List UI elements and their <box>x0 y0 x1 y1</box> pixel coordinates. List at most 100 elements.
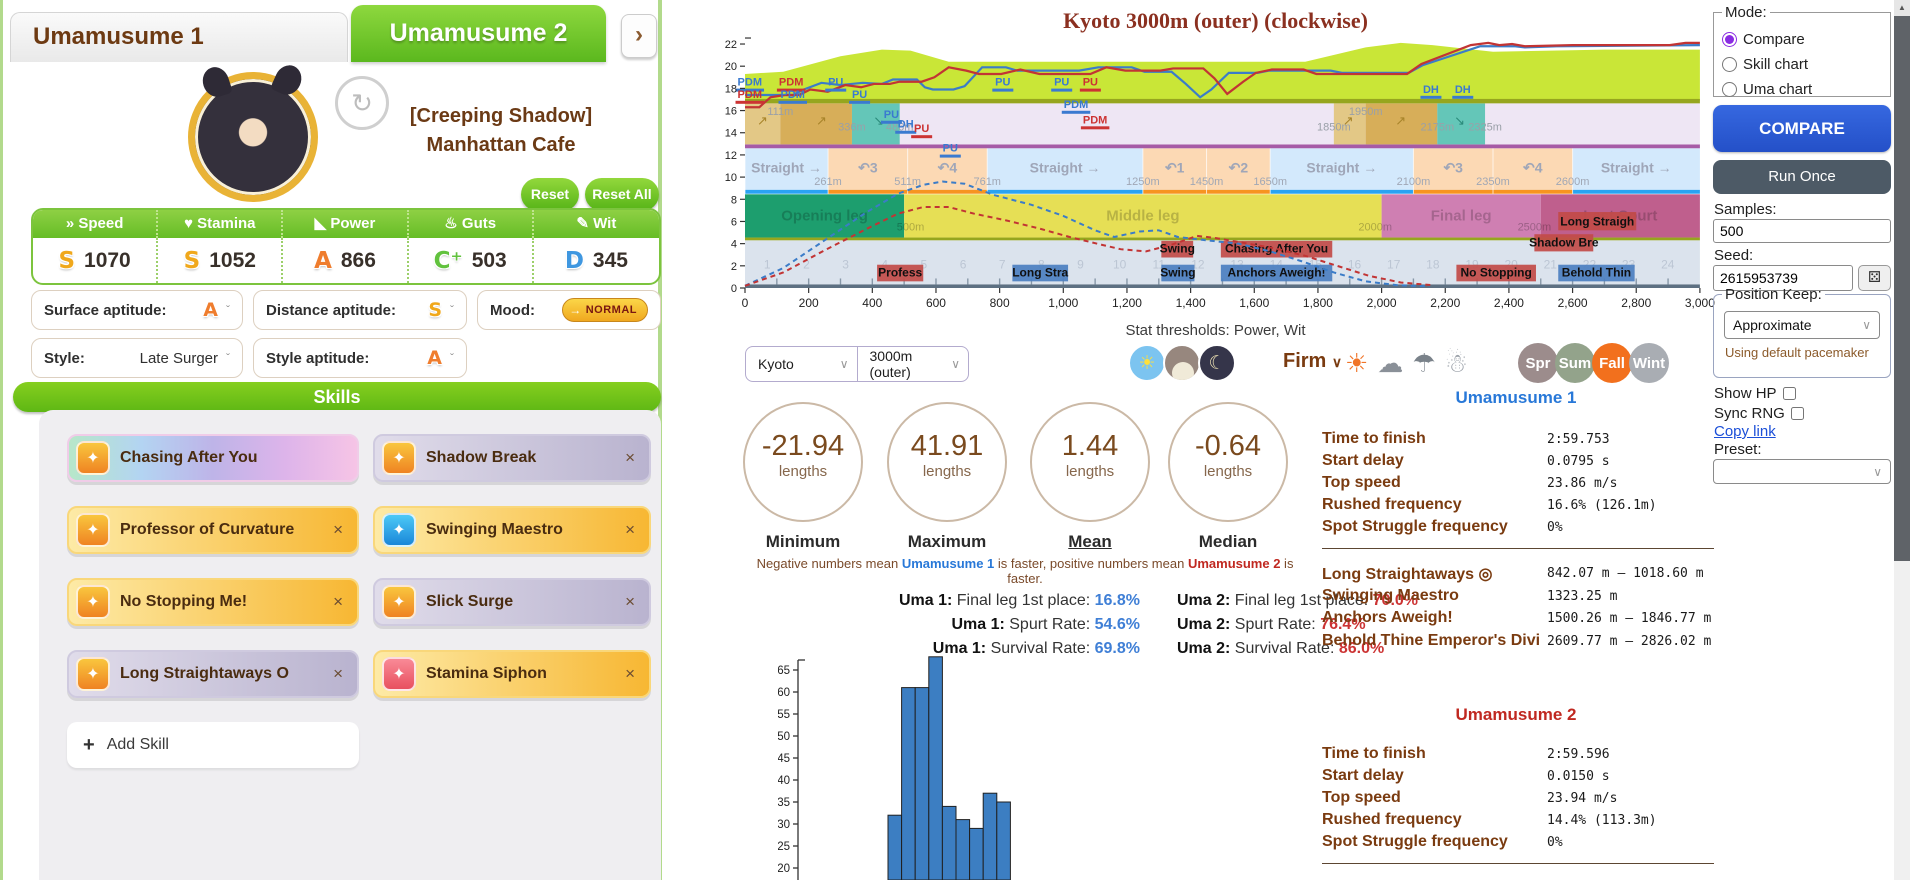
svg-text:PU: PU <box>914 123 929 135</box>
result-label: Rushed frequency <box>1322 496 1462 513</box>
season-fall[interactable]: Fall <box>1592 343 1632 383</box>
mood-select[interactable]: Mood: → NORMAL <box>477 290 661 330</box>
mode-radio[interactable] <box>1722 32 1737 47</box>
scrollbar-thumb[interactable] <box>1894 16 1910 561</box>
stat-number: 866 <box>340 248 376 272</box>
summary-circle-mean: 1.44 lengths <box>1030 402 1150 522</box>
day-icon[interactable]: ☀ <box>1128 344 1166 382</box>
scrollbar-up-arrow[interactable]: ▲ <box>1894 0 1910 16</box>
svg-text:1450m: 1450m <box>1190 176 1224 188</box>
svg-text:↶1: ↶1 <box>1164 160 1185 176</box>
show-hp-checkbox[interactable] <box>1782 386 1796 400</box>
svg-text:PDM: PDM <box>1064 99 1088 111</box>
svg-text:PU: PU <box>943 143 958 155</box>
circle-value: 41.91 <box>910 430 984 462</box>
avatar[interactable] <box>188 61 318 202</box>
switch-uma-icon[interactable]: ↻ <box>335 76 389 130</box>
mode-option-skill-chart[interactable]: Skill chart <box>1722 52 1882 77</box>
svg-text:20: 20 <box>725 61 737 73</box>
circle-label-median: Median <box>1198 532 1258 551</box>
cloudy-icon[interactable]: ☁ <box>1377 348 1404 378</box>
skill-chip[interactable]: ✦ Long Straightaways O × <box>67 650 359 698</box>
rate-line: Uma 2: Final leg 1st place: 70.0% <box>1177 592 1419 609</box>
rate-value: 76.4% <box>1320 616 1366 633</box>
mode-option-uma-chart[interactable]: Uma chart <box>1722 77 1882 102</box>
svg-text:22: 22 <box>725 39 737 51</box>
tab-umamusume-1[interactable]: Umamusume 1 <box>10 12 348 62</box>
show-hp-row: Show HP <box>1714 383 1796 403</box>
circle-value: 1.44 <box>1061 430 1119 462</box>
svg-text:2: 2 <box>731 261 737 273</box>
night-icon[interactable]: ☾ <box>1198 344 1236 382</box>
rainy-icon[interactable]: ☂ <box>1412 348 1436 378</box>
mode-radio[interactable] <box>1722 82 1737 97</box>
svg-text:1: 1 <box>764 258 771 272</box>
result-row: Start delay 0.0150 s <box>1322 767 1714 789</box>
style-aptitude-select[interactable]: Style aptitude: A ˇ <box>253 338 467 378</box>
remove-skill-icon[interactable]: × <box>333 664 343 683</box>
mode-radio[interactable] <box>1722 57 1737 72</box>
remove-skill-icon[interactable]: × <box>625 520 635 539</box>
add-skill-button[interactable]: + Add Skill <box>67 722 359 768</box>
result-value: 0.0150 s <box>1547 769 1610 784</box>
distance-select[interactable]: 3000m (outer) ∨ <box>869 348 961 380</box>
skill-chip[interactable]: ✦ Chasing After You <box>67 434 359 482</box>
svg-text:7: 7 <box>999 258 1006 272</box>
remove-skill-icon[interactable]: × <box>625 664 635 683</box>
summary-circle-maximum: 41.91 lengths <box>887 402 1007 522</box>
result-label: Spot Struggle frequency <box>1322 833 1508 850</box>
season-spr[interactable]: Spr <box>1518 343 1558 383</box>
style-select[interactable]: Style: Late Surger ˇ <box>31 338 243 378</box>
circle-value: -0.64 <box>1194 430 1262 462</box>
sync-rng-checkbox[interactable] <box>1790 406 1804 420</box>
next-tab-button[interactable]: › <box>621 14 657 58</box>
distance-aptitude-select[interactable]: Distance aptitude: S ˇ <box>253 290 467 330</box>
skill-chip[interactable]: ✦ No Stopping Me! × <box>67 578 359 626</box>
remove-skill-icon[interactable]: × <box>333 520 343 539</box>
compare-button[interactable]: COMPARE <box>1713 105 1891 152</box>
tab-umamusume-2[interactable]: Umamusume 2 <box>351 5 606 62</box>
skill-activation-range: 1323.25 m <box>1547 588 1618 604</box>
snowy-icon[interactable]: ☃ <box>1444 348 1468 378</box>
comparison-note: Negative numbers mean Umamusume 1 is fas… <box>756 556 1294 586</box>
reset-all-button[interactable]: Reset All <box>585 178 659 211</box>
skill-chip[interactable]: ✦ Shadow Break × <box>373 434 651 482</box>
result-label: Spot Struggle frequency <box>1322 518 1508 535</box>
copy-link[interactable]: Copy link <box>1714 423 1776 440</box>
mode-option-compare[interactable]: Compare <box>1722 27 1882 52</box>
circle-label-mean[interactable]: Mean <box>1068 532 1112 551</box>
remove-skill-icon[interactable]: × <box>625 448 635 467</box>
svg-text:Straight →: Straight → <box>1601 160 1672 176</box>
season-wint[interactable]: Wint <box>1629 343 1669 383</box>
svg-text:Long Straigh: Long Straigh <box>1560 214 1634 228</box>
ground-condition-select[interactable]: Firm ∨ <box>1283 350 1343 372</box>
evening-icon[interactable] <box>1163 344 1201 382</box>
grade-badge: S <box>183 247 201 274</box>
reset-button[interactable]: Reset <box>521 178 579 211</box>
season-sum[interactable]: Sum <box>1555 343 1595 383</box>
skill-activation-row: Long Straightaways ◎ 842.07 m – 1018.60 m <box>1322 564 1714 586</box>
svg-text:55: 55 <box>778 709 790 721</box>
preset-select[interactable]: ∨ <box>1713 459 1891 484</box>
result-label: Time to finish <box>1322 430 1426 447</box>
svg-text:No Stopping: No Stopping <box>1461 265 1532 279</box>
svg-text:20: 20 <box>778 863 790 875</box>
result-label: Top speed <box>1322 474 1401 491</box>
position-keep-select[interactable]: Approximate ∨ <box>1724 311 1880 339</box>
skill-chip[interactable]: ✦ Swinging Maestro × <box>373 506 651 554</box>
racetrack-select[interactable]: Kyoto ∨ <box>746 347 858 381</box>
rate-value: 70.0% <box>1372 592 1419 609</box>
svg-text:Middle leg: Middle leg <box>1106 207 1179 224</box>
skill-chip[interactable]: ✦ Slick Surge × <box>373 578 651 626</box>
svg-text:2175m: 2175m <box>1420 122 1454 134</box>
run-once-button[interactable]: Run Once <box>1713 160 1891 194</box>
sunny-icon[interactable]: ☀ <box>1345 348 1369 378</box>
remove-skill-icon[interactable]: × <box>333 592 343 611</box>
skill-chip[interactable]: ✦ Professor of Curvature × <box>67 506 359 554</box>
samples-input[interactable] <box>1713 219 1891 243</box>
svg-text:111m: 111m <box>767 106 793 118</box>
skill-chip[interactable]: ✦ Stamina Siphon × <box>373 650 651 698</box>
remove-skill-icon[interactable]: × <box>625 592 635 611</box>
skills-list: ✦ Chasing After You ✦ Shadow Break × ✦ Profess… <box>39 410 661 880</box>
surface-aptitude-select[interactable]: Surface aptitude: A ˇ <box>31 290 243 330</box>
